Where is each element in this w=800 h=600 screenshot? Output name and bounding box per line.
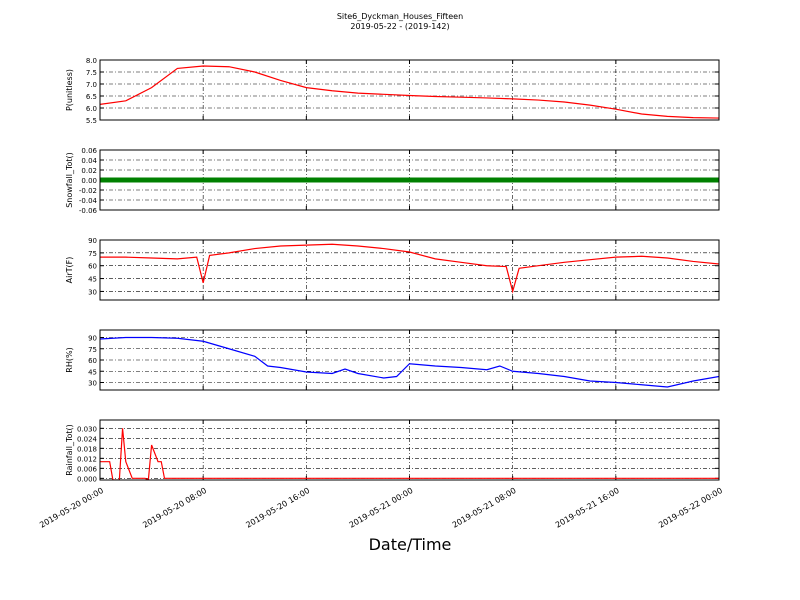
y-tick-label: 5.5 (86, 117, 97, 125)
y-tick-label: 90 (88, 335, 97, 343)
data-line (100, 243, 719, 294)
y-axis-label: P(unitless) (65, 69, 74, 111)
y-tick-label: 8.0 (86, 57, 97, 65)
figure-subtitle: 2019-05-22 - (2019-142) (350, 22, 449, 31)
plot-area (100, 243, 719, 294)
y-tick-label: 0.04 (81, 157, 97, 165)
plot-area (100, 428, 719, 480)
data-line (100, 65, 719, 119)
data-line (100, 428, 719, 480)
x-axis-label: Date/Time (369, 535, 452, 554)
axes-frame (99, 59, 720, 121)
y-tick-label: 7.5 (86, 69, 97, 77)
y-tick-label: 0.018 (77, 445, 97, 453)
y-tick-label: 0.012 (77, 455, 97, 463)
y-tick-label: 45 (88, 368, 97, 376)
data-line (100, 336, 719, 388)
axes-frame (99, 149, 720, 211)
y-axis-label: Rainfall_Tot() (65, 424, 74, 476)
y-tick-label: 0.030 (77, 425, 97, 433)
figure-title: Site6_Dyckman_Houses_Fifteen (337, 12, 463, 21)
y-tick-label: 45 (88, 276, 97, 284)
y-tick-label: 0.024 (77, 435, 98, 443)
plot-area (100, 65, 719, 119)
y-tick-label: 0.02 (81, 167, 97, 175)
y-tick-label: 0.006 (77, 465, 98, 473)
y-tick-label: 75 (88, 250, 97, 258)
y-tick-label: -0.06 (79, 207, 98, 215)
y-tick-label: 6.5 (86, 93, 97, 101)
y-tick-label: 0.06 (81, 147, 97, 155)
axes-frame (99, 329, 720, 391)
y-tick-label: 7.0 (86, 81, 97, 89)
y-axis-label: Snowfall_Tot() (65, 152, 74, 208)
y-tick-label: 30 (88, 288, 97, 296)
y-tick-label: 0.000 (77, 475, 97, 483)
y-tick-label: 30 (88, 380, 97, 388)
plot-area (100, 336, 719, 388)
axes-frame (99, 239, 720, 301)
y-axis-label: AirT(F) (65, 257, 74, 284)
y-tick-label: 60 (88, 263, 97, 271)
y-tick-label: 6.0 (86, 105, 97, 113)
y-tick-label: 75 (88, 346, 97, 354)
y-tick-label: -0.04 (79, 197, 98, 205)
axes-frame (99, 419, 720, 481)
y-tick-label: 0.00 (81, 177, 97, 185)
y-tick-label: 90 (88, 237, 97, 245)
y-tick-label: -0.02 (79, 187, 97, 195)
y-axis-label: RH(%) (65, 347, 74, 372)
y-tick-label: 60 (88, 357, 97, 365)
